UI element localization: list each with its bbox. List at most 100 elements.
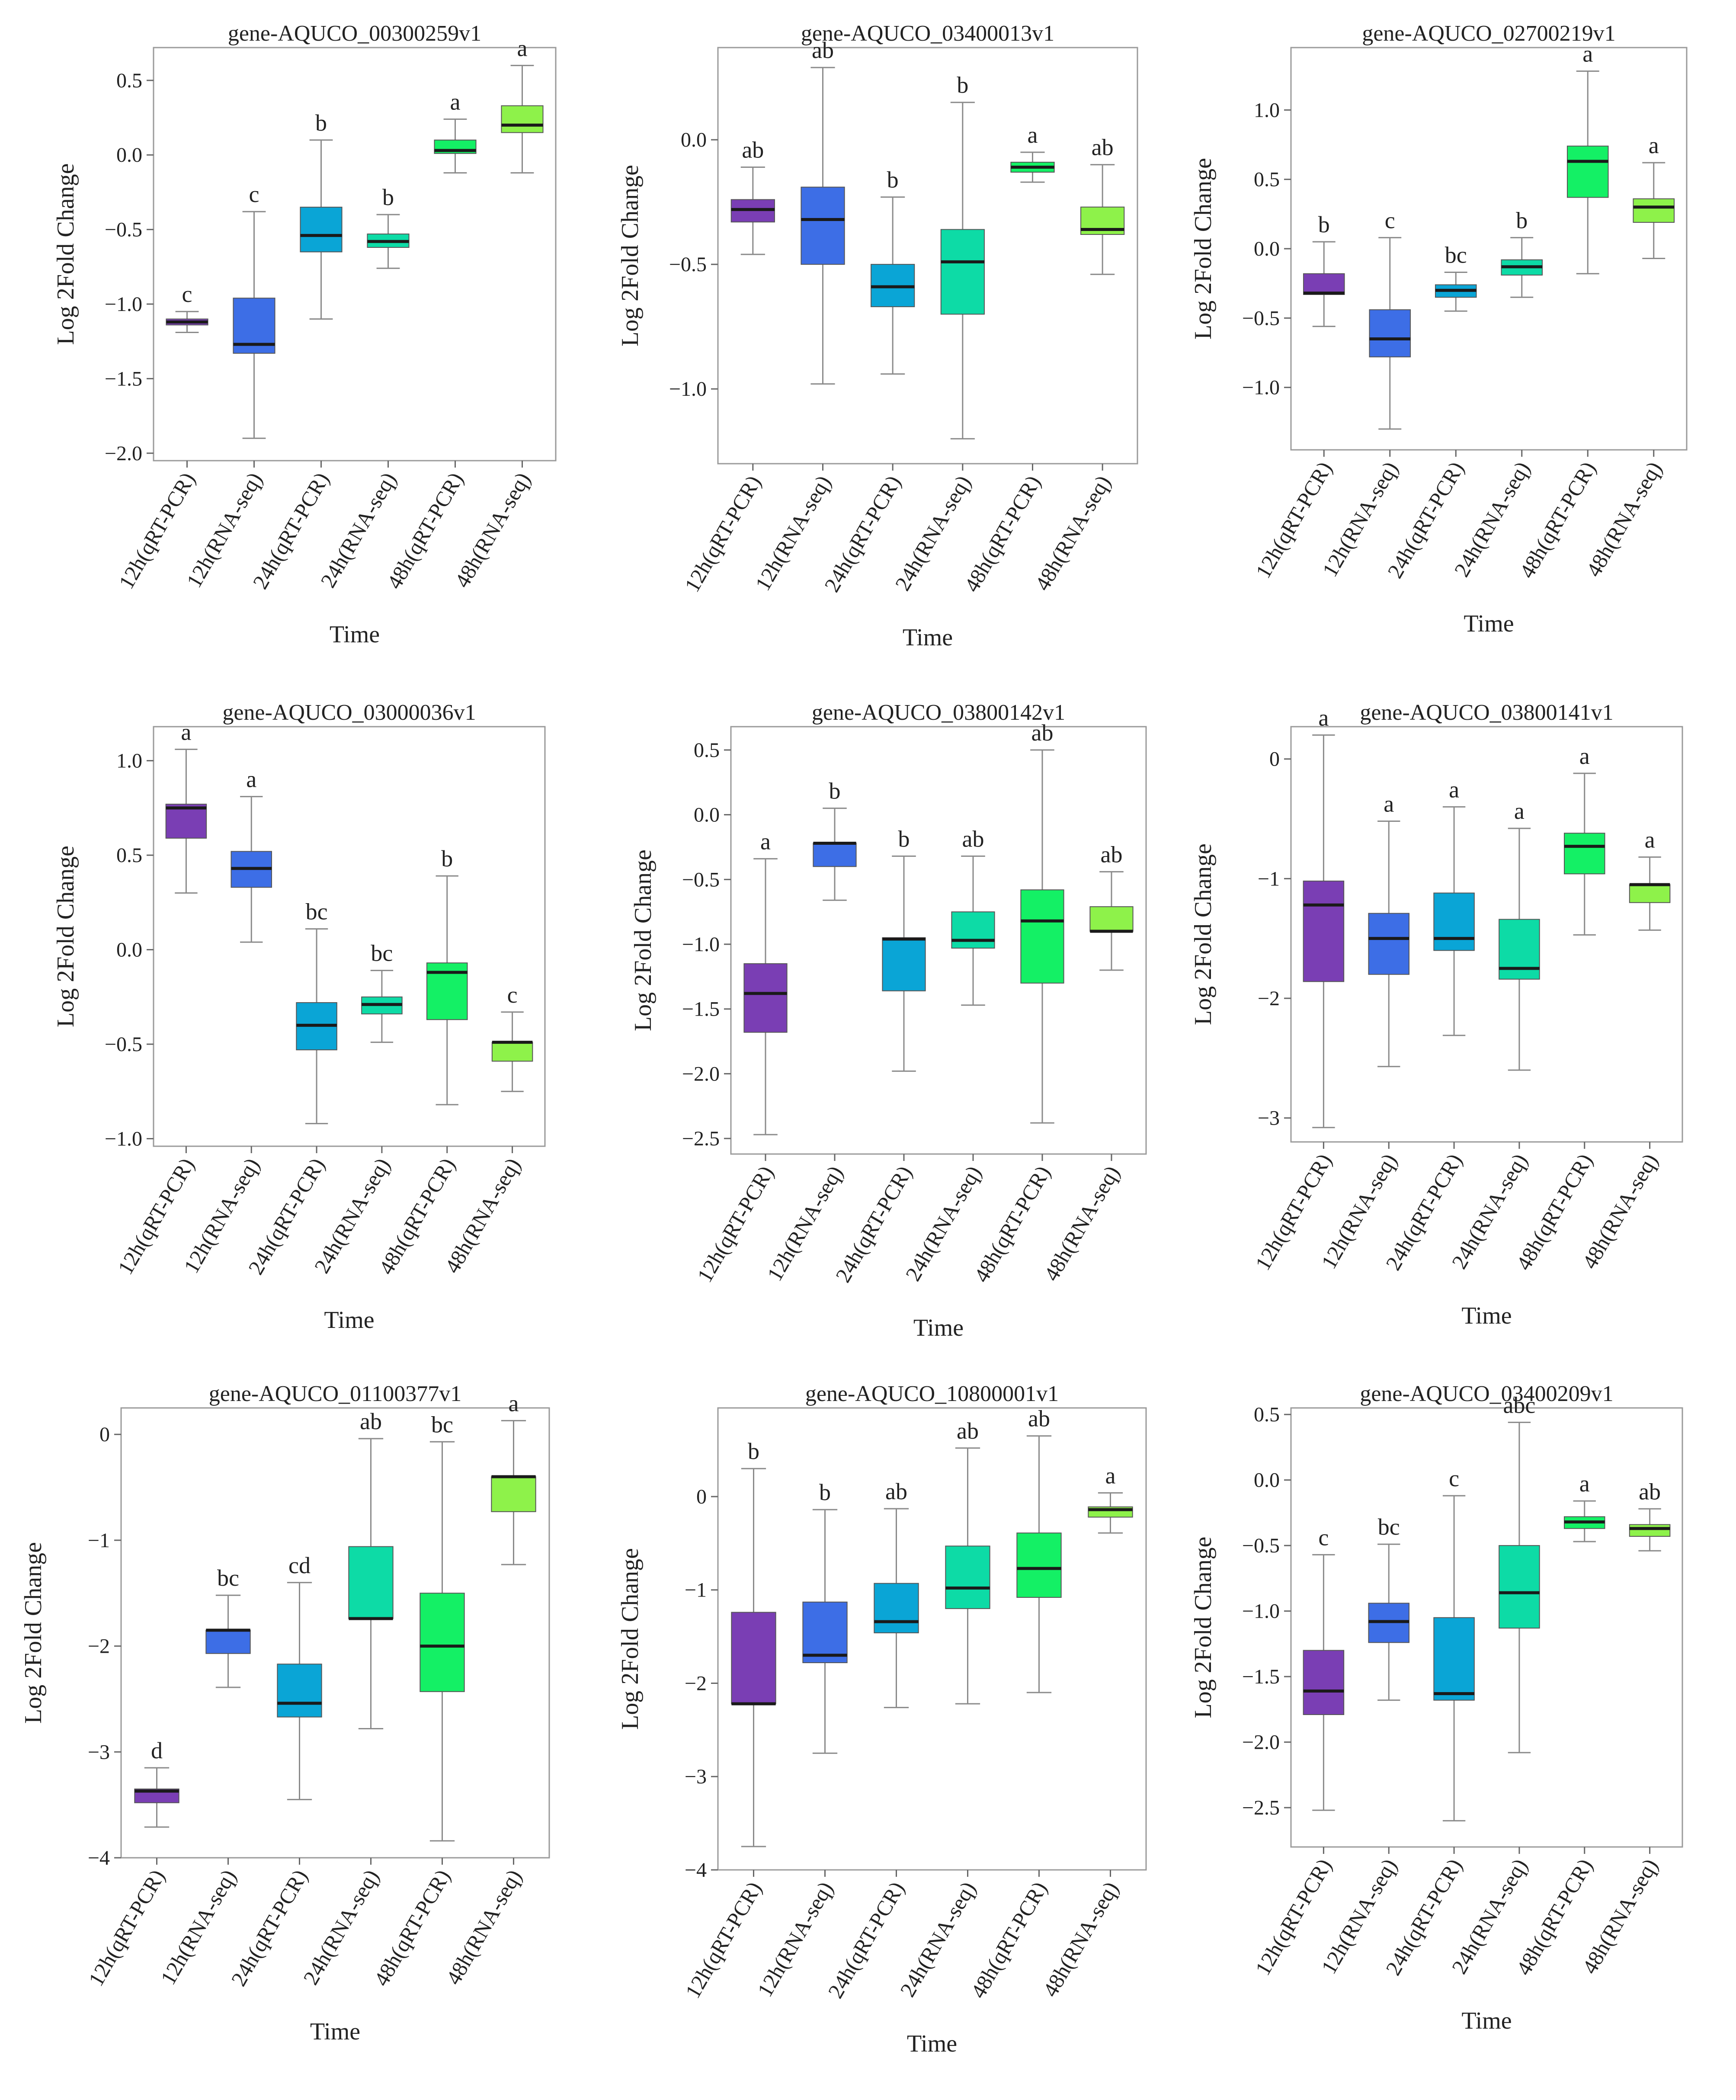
significance-letter: a [1449,776,1459,802]
significance-letter: c [1318,1524,1329,1550]
box-48h(qRT-PCR): a [1010,122,1055,183]
significance-letter: ab [1031,720,1054,746]
box-iqr [1499,919,1540,980]
y-tick-label: −1 [685,1579,707,1602]
y-tick-label: −0.5 [1242,307,1280,330]
box-48h(RNA-seq): ab [1080,135,1125,275]
y-tick-label: −0.5 [1242,1534,1280,1557]
box-iqr [1368,913,1410,975]
box-12h(qRT-PCR): a [1303,705,1345,1129]
box-iqr [348,1546,394,1619]
box-48h(RNA-seq): ab [1629,1478,1671,1552]
chart-title: gene-AQUCO_03800141v1 [1360,700,1613,725]
chart-title: gene-AQUCO_03000036v1 [222,700,476,725]
box-24h(RNA-seq): b [1501,207,1543,298]
x-tick-label: 12h(RNA-seq) [156,1866,241,1989]
y-tick-label: −1.0 [682,933,720,956]
chart-title: gene-AQUCO_00300259v1 [228,21,481,46]
significance-letter: a [517,35,528,61]
significance-letter: b [315,110,327,136]
significance-letter: c [182,281,192,307]
chart-panel-3: gene-AQUCO_02700219v1 1.0 0.5 0.0 −0.5 −1.0 Lo… [1190,21,1688,637]
y-tick-label: 0.0 [1254,1469,1280,1492]
box-iqr [165,804,207,839]
y-tick-label: −2.5 [1242,1796,1280,1819]
y-tick-label: 0.5 [694,739,720,762]
y-tick-label: −4 [88,1847,110,1869]
y-axis-label: Log 2Fold Change [617,1548,644,1730]
y-tick-label: 0 [696,1485,707,1508]
box-48h(RNA-seq): c [491,982,533,1092]
box-24h(RNA-seq): b [940,72,985,439]
y-tick-label: 1.0 [116,750,142,773]
significance-letter: a [181,719,191,745]
box-iqr [300,206,343,253]
significance-letter: ab [957,1418,979,1444]
significance-letter: bc [371,940,393,966]
box-24h(RNA-seq): ab [348,1408,394,1729]
y-tick-label: −1.5 [1242,1665,1280,1688]
significance-letter: a [1384,791,1394,817]
y-axis-label: Log 2Fold Change [52,164,79,345]
box-48h(qRT-PCR): b [426,846,468,1106]
y-tick-label: −2 [1258,987,1280,1010]
significance-letter: b [957,72,968,98]
y-tick-label: 0 [1269,748,1280,771]
box-24h(RNA-seq): bc [361,940,403,1043]
box-24h(qRT-PCR): ab [874,1478,919,1709]
y-tick-label: −1 [88,1529,110,1552]
y-tick-label: −1.0 [105,1128,142,1151]
box-48h(qRT-PCR): a [1566,41,1609,275]
box-24h(qRT-PCR): cd [277,1552,322,1800]
box-24h(qRT-PCR): bc [1435,242,1477,312]
box-iqr [491,1042,533,1062]
box-12h(qRT-PCR): a [743,828,788,1135]
y-tick-label: −2 [685,1672,707,1695]
y-tick-label: −1.0 [1242,376,1280,399]
x-tick-label: 24h(qRT-PCR) [226,1866,312,1990]
significance-letter: ab [1092,135,1114,160]
significance-letter: a [450,89,461,115]
significance-letter: b [441,846,453,872]
significance-letter: ab [1101,841,1123,867]
y-tick-label: −2.5 [682,1127,720,1150]
significance-letter: a [1105,1462,1116,1488]
significance-letter: a [1645,827,1655,853]
box-24h(RNA-seq): b [367,184,410,269]
x-tick-label: 12h(RNA-seq) [753,1878,838,2001]
box-12h(RNA-seq): a [231,766,272,943]
box-48h(RNA-seq): ab [1089,841,1134,971]
box-48h(qRT-PCR): ab [1020,720,1064,1124]
y-tick-label: 1.0 [1254,99,1280,122]
x-tick-label: 48h(RNA-seq) [1030,471,1115,595]
box-48h(RNA-seq): a [501,35,544,174]
box-24h(RNA-seq): ab [945,1418,990,1705]
box-iqr [882,937,926,991]
box-48h(RNA-seq): a [491,1390,536,1565]
y-tick-label: 0.0 [681,128,707,151]
box-12h(RNA-seq): c [1369,207,1411,430]
x-axis-label: Time [1464,610,1514,637]
y-axis-label: Log 2Fold Change [617,165,644,346]
y-tick-label: −0.5 [669,253,707,276]
x-tick-label: 12h(qRT-PCR) [679,471,766,596]
box-48h(qRT-PCR): ab [1016,1406,1062,1693]
y-tick-label: −1.5 [682,998,720,1021]
box-iqr [1020,889,1064,984]
y-axis-label: Log 2Fold Change [20,1542,47,1724]
box-24h(RNA-seq): ab [951,826,995,1006]
x-tick-label: 48h(qRT-PCR) [959,471,1045,596]
box-12h(qRT-PCR): a [165,719,207,894]
box-iqr [1563,833,1605,875]
box-24h(qRT-PCR): b [882,826,926,1072]
significance-letter: a [246,766,256,792]
chart-title: gene-AQUCO_10800001v1 [805,1382,1059,1406]
significance-letter: bc [1445,242,1467,268]
significance-letter: a [1649,132,1659,158]
box-48h(RNA-seq): a [1088,1462,1133,1534]
box-iqr [420,1593,465,1692]
x-tick-label: 24h(qRT-PCR) [823,1878,909,2002]
significance-letter: ab [1028,1406,1050,1432]
significance-letter: ab [812,37,834,63]
